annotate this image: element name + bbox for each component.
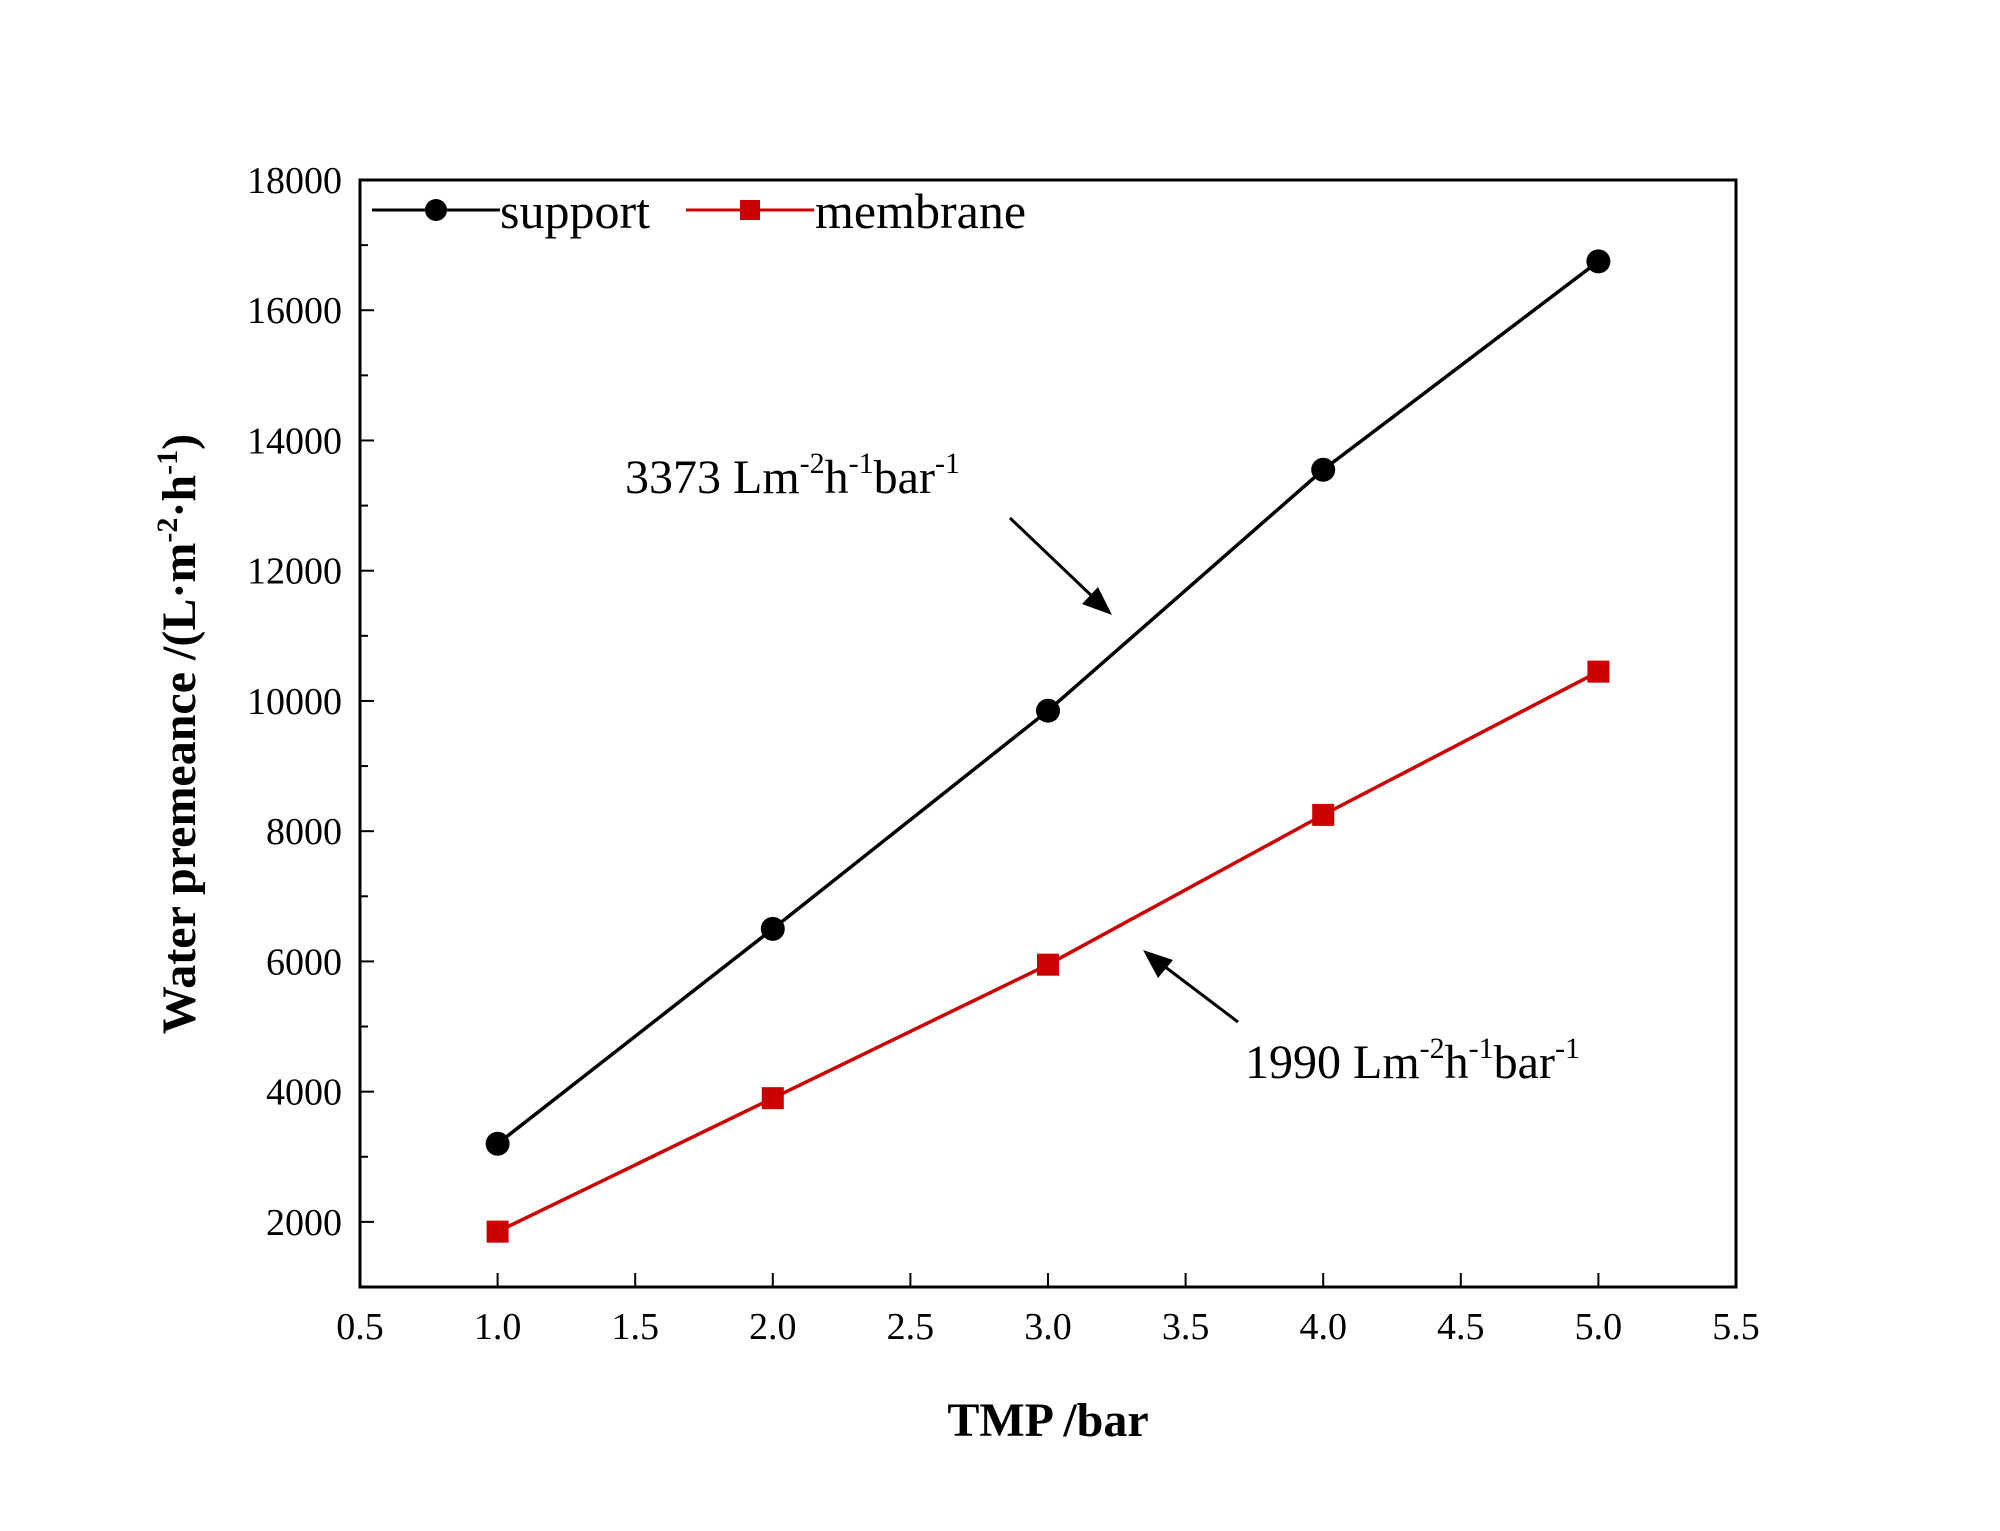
data-point-support [1311, 457, 1336, 482]
y-axis-title: Water premeance /(L·m-2·h-1) [151, 434, 206, 1034]
x-tick-label: 1.0 [474, 1306, 522, 1348]
annotation-support: 3373 Lm-2h-1bar-1 [625, 447, 1112, 615]
y-tick-label: 2000 [266, 1202, 342, 1244]
legend-membrane-marker [740, 200, 760, 220]
annotation-support-arrowhead [1082, 587, 1112, 615]
series-line-membrane [496, 670, 1600, 1234]
data-point-support [485, 1131, 510, 1156]
plot-layer: 0.5 1.0 1.5 2.0 2.5 3.0 3.5 4.0 4.5 5.0 5.5 2000 400… [247, 160, 1760, 1348]
x-tick-label: 4.5 [1437, 1306, 1485, 1348]
y-tick-label: 10000 [247, 681, 342, 723]
y-tick-label: 18000 [247, 160, 342, 202]
annotation-membrane-arrowhead [1143, 950, 1173, 978]
data-point-membrane [1037, 953, 1059, 976]
x-tick-label: 5.0 [1575, 1306, 1623, 1348]
annotation-support-arrow [1008, 516, 1098, 602]
legend-membrane-label: membrane [815, 183, 1026, 239]
annotation-membrane-text: 1990 Lm-2h-1bar-1 [1245, 1032, 1580, 1089]
x-tick-label: 4.0 [1299, 1306, 1347, 1348]
data-point-support [1586, 249, 1611, 274]
data-point-membrane [1312, 803, 1335, 826]
legend-support-marker [425, 199, 447, 221]
y-tick-label: 12000 [247, 551, 342, 593]
annotation-membrane-arrow [1159, 961, 1239, 1024]
y-tick-label: 8000 [266, 811, 342, 853]
annotation-membrane: 1990 Lm-2h-1bar-1 [1143, 950, 1580, 1089]
x-axis-title: TMP /bar [947, 1394, 1148, 1447]
y-tick-label: 14000 [247, 420, 342, 462]
x-tick-label: 1.5 [611, 1306, 659, 1348]
x-tick-label: 2.0 [749, 1306, 797, 1348]
x-tick-label: 3.0 [1024, 1306, 1072, 1348]
x-tick-label: 3.5 [1162, 1306, 1210, 1348]
annotation-support-text: 3373 Lm-2h-1bar-1 [625, 447, 960, 504]
legend-support-label: support [500, 183, 650, 239]
data-point-support [760, 916, 785, 941]
y-tick-label: 16000 [247, 290, 342, 332]
legend: support membrane [372, 183, 1026, 239]
x-tick-label: 5.5 [1712, 1306, 1760, 1348]
data-point-membrane [761, 1087, 784, 1110]
y-tick-label: 6000 [266, 941, 342, 983]
x-tick-label: 2.5 [887, 1306, 935, 1348]
data-point-membrane [1587, 660, 1610, 683]
data-point-support [1036, 698, 1060, 723]
plot-frame [358, 178, 1738, 1289]
x-tick-label: 0.5 [336, 1306, 384, 1348]
data-point-membrane [486, 1220, 509, 1243]
y-tick-label: 4000 [266, 1072, 342, 1114]
